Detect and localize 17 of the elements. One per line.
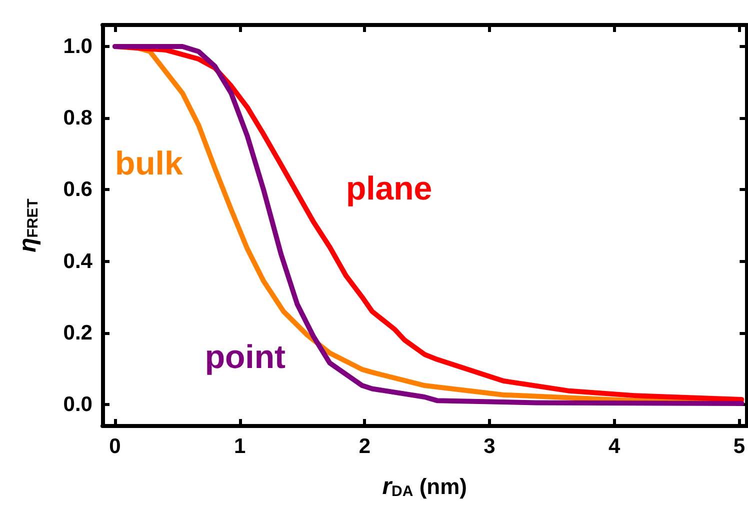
series-label: plane [346,170,432,207]
y-tick-label: 0.4 [63,250,93,273]
x-tick-label: 4 [608,435,621,458]
x-tick-label: 1 [234,435,246,458]
y-tick-label: 0.6 [63,178,92,202]
y-tick-label: 0.2 [63,321,92,344]
y-tick-label: 1.0 [63,34,92,58]
series-label: point [204,338,286,375]
y-tick-label: 0.0 [63,393,92,416]
y-axis-title: ηFRET [14,198,42,252]
x-axis-title: rDA (nm) [382,473,467,500]
x-tick-label: 3 [484,435,496,458]
x-tick-label: 0 [109,435,121,458]
series-label: bulk [114,144,184,182]
y-tick-label: 0.8 [63,106,93,130]
x-tick-label: 2 [358,435,371,458]
x-tick-label: 5 [733,435,746,458]
